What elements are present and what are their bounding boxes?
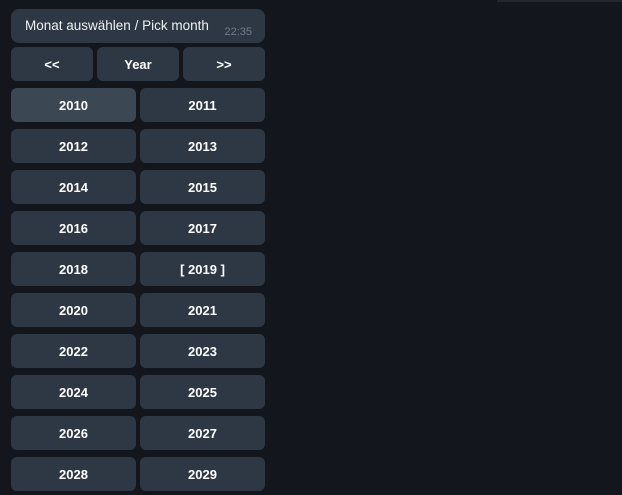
previous-message-edge (497, 0, 622, 2)
year-button-2024[interactable]: 2024 (11, 375, 136, 409)
year-button-2013[interactable]: 2013 (140, 129, 265, 163)
year-button-2029[interactable]: 2029 (140, 457, 265, 491)
next-year-page-button[interactable]: >> (183, 47, 265, 81)
prev-year-page-button[interactable]: << (11, 47, 93, 81)
year-button-2021[interactable]: 2021 (140, 293, 265, 327)
year-grid: 2010 2011 2012 2013 2014 2015 2016 2017 … (11, 88, 265, 491)
keyboard-nav-row: << Year >> (11, 47, 265, 81)
year-button-2015[interactable]: 2015 (140, 170, 265, 204)
year-button-2019-selected[interactable]: [ 2019 ] (140, 252, 265, 286)
year-button-2016[interactable]: 2016 (11, 211, 136, 245)
year-button-2025[interactable]: 2025 (140, 375, 265, 409)
year-button-2010[interactable]: 2010 (11, 88, 136, 122)
year-button-2014[interactable]: 2014 (11, 170, 136, 204)
year-button-2026[interactable]: 2026 (11, 416, 136, 450)
message-text: Monat auswählen / Pick month (25, 18, 209, 33)
year-button-2027[interactable]: 2027 (140, 416, 265, 450)
year-button-2023[interactable]: 2023 (140, 334, 265, 368)
year-title-button[interactable]: Year (97, 47, 179, 81)
year-button-2028[interactable]: 2028 (11, 457, 136, 491)
year-button-2017[interactable]: 2017 (140, 211, 265, 245)
year-button-2011[interactable]: 2011 (140, 88, 265, 122)
message-timestamp: 22:35 (224, 26, 252, 38)
year-button-2022[interactable]: 2022 (11, 334, 136, 368)
year-button-2012[interactable]: 2012 (11, 129, 136, 163)
bot-message-bubble: Monat auswählen / Pick month 22:35 (11, 9, 265, 43)
year-button-2020[interactable]: 2020 (11, 293, 136, 327)
year-button-2018[interactable]: 2018 (11, 252, 136, 286)
